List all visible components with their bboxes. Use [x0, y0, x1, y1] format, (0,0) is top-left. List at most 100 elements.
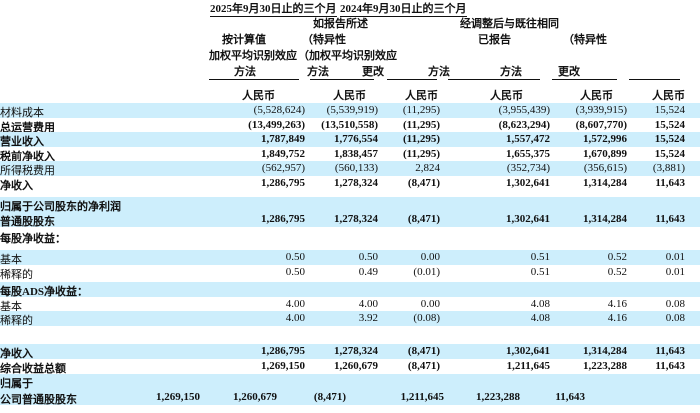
currency-label: 人民币: [405, 90, 438, 102]
cell-value: (3,955,439): [498, 104, 550, 116]
cell-value: 3.92: [358, 312, 378, 324]
cell-value: 0.08: [665, 298, 685, 310]
cell-value: 0.52: [607, 266, 627, 278]
cell-value: 1,269,150: [261, 360, 305, 372]
table-row: 稀释的 0.50 0.49 (0.01) 0.51 0.52 0.01: [0, 265, 700, 281]
cell-value: (8,623,294): [498, 119, 550, 131]
row-label: 净收入: [0, 348, 33, 360]
cell-value: (11,295): [403, 119, 440, 131]
cell-value: (8,471): [407, 360, 440, 372]
cell-value: (8,471): [407, 177, 440, 189]
row-label: 稀释的: [0, 315, 33, 327]
cell-value: 0.08: [665, 312, 685, 324]
col1-header: 按计算值: [222, 34, 266, 46]
cell-value: 1,314,284: [583, 213, 627, 225]
currency-label: 人民币: [242, 90, 275, 102]
col2-header: （特异性: [302, 34, 346, 46]
cell-value: (5,528,624): [253, 104, 305, 116]
period-2024: 2024年9月30日止的三个月: [340, 0, 467, 17]
as-reported-label: 如报告所述: [313, 18, 368, 30]
table-row: 综合收益总额 1,269,150 1,260,679 (8,471) 1,211,645…: [0, 359, 700, 375]
cell-value: 1,223,288: [583, 360, 627, 372]
row-label: 所得税费用: [0, 165, 55, 177]
cell-value: 1,278,324: [334, 345, 378, 357]
cell-value: 11,643: [655, 177, 685, 189]
cell-value: 11,643: [655, 213, 685, 225]
cell-value: 1,787,849: [261, 133, 305, 145]
row-label: 材料成本: [0, 107, 44, 119]
table-row: 归属于公司股东的净利润: [0, 197, 700, 213]
table-row: 公司普通股股东 1,269,150 1,260,679 (8,471) 1,211,64…: [0, 390, 700, 406]
cell-value: 4.00: [285, 312, 305, 324]
cell-value: 1,314,284: [583, 345, 627, 357]
currency-label: 人民币: [490, 90, 523, 102]
col2-header: 方法: [307, 66, 329, 78]
currency-label: 人民币: [652, 90, 685, 102]
table-row: 每股ADS净收益：: [0, 282, 700, 298]
cell-value: 1,278,324: [334, 177, 378, 189]
cell-value: (562,957): [261, 162, 305, 174]
cell-value: 1,286,795: [261, 213, 305, 225]
cell-value: 15,524: [654, 133, 685, 145]
row-label: 基本: [0, 254, 22, 266]
table-row: 稀释的 4.00 3.92 (0.08) 4.08 4.16 0.08: [0, 311, 700, 327]
table-row: 每股净收益：: [0, 229, 700, 245]
cell-value: 0.50: [358, 251, 378, 263]
cell-value: 0.51: [530, 266, 550, 278]
row-label: 总运营费用: [0, 122, 55, 134]
col3-header: 方法: [428, 66, 450, 78]
cell-value: (0.08): [413, 312, 440, 324]
row-label: 公司普通股股东: [0, 394, 77, 406]
cell-value: (11,295): [403, 148, 440, 160]
cell-value: 15,524: [654, 104, 685, 116]
cell-value: 11,643: [655, 360, 685, 372]
cell-value: 1,269,150: [156, 391, 200, 403]
cell-value: (5,539,919): [326, 104, 378, 116]
cell-value: (8,471): [313, 391, 346, 403]
cell-value: 1,314,284: [583, 177, 627, 189]
row-label: 净收入: [0, 180, 33, 192]
cell-value: 1,260,679: [233, 391, 277, 403]
cell-value: (8,471): [407, 213, 440, 225]
table-row: 税前净收入 1,849,752 1,838,457 (11,295) 1,655,375…: [0, 147, 700, 163]
row-label: 税前净收入: [0, 151, 55, 163]
cell-value: 2,824: [415, 162, 440, 174]
table-row: 基本 4.00 4.00 0.00 4.08 4.16 0.08: [0, 297, 700, 313]
col1-header: 方法: [234, 66, 256, 78]
row-label: 基本: [0, 301, 22, 313]
cell-value: 1,302,641: [506, 213, 550, 225]
col5-header: 更改: [558, 66, 580, 78]
cell-value: 1,302,641: [506, 345, 550, 357]
cell-value: 1,572,996: [583, 133, 627, 145]
table-row: 所得税费用 (562,957) (560,133) 2,824 (352,734) (35…: [0, 161, 700, 177]
cell-value: (13,499,263): [248, 119, 305, 131]
row-label: 归属于公司股东的净利润: [0, 201, 121, 213]
cell-value: 15,524: [654, 148, 685, 160]
cell-value: 4.08: [530, 298, 550, 310]
cell-value: 1,211,645: [400, 391, 444, 403]
cell-value: (13,510,558): [321, 119, 378, 131]
cell-value: 1,849,752: [261, 148, 305, 160]
cell-value: 0.51: [530, 251, 550, 263]
cell-value: 0.00: [420, 251, 440, 263]
cell-value: 1,776,554: [334, 133, 378, 145]
adjusted-label: 经调整后与既往相同: [460, 18, 559, 30]
cell-value: 1,670,899: [583, 148, 627, 160]
col2-change-header: 更改: [362, 66, 384, 78]
currency-label: 人民币: [333, 90, 366, 102]
cell-value: 4.16: [607, 298, 627, 310]
row-label: 综合收益总额: [0, 363, 66, 375]
col2-header: （加权平均识别效应: [298, 50, 397, 62]
cell-value: (0.01): [413, 266, 440, 278]
cell-value: (560,133): [334, 162, 378, 174]
cell-value: 0.50: [285, 266, 305, 278]
cell-value: 11,643: [655, 345, 685, 357]
period-2025: 2025年9月30日止的三个月: [210, 0, 337, 17]
cell-value: 4.00: [285, 298, 305, 310]
cell-value: 15,524: [654, 119, 685, 131]
cell-value: (8,471): [407, 345, 440, 357]
cell-value: 0.49: [358, 266, 378, 278]
row-label: 营业收入: [0, 136, 44, 148]
cell-value: 0.01: [665, 251, 685, 263]
table-row: 材料成本 (5,528,624) (5,539,919) (11,295) (3,955…: [0, 103, 700, 119]
